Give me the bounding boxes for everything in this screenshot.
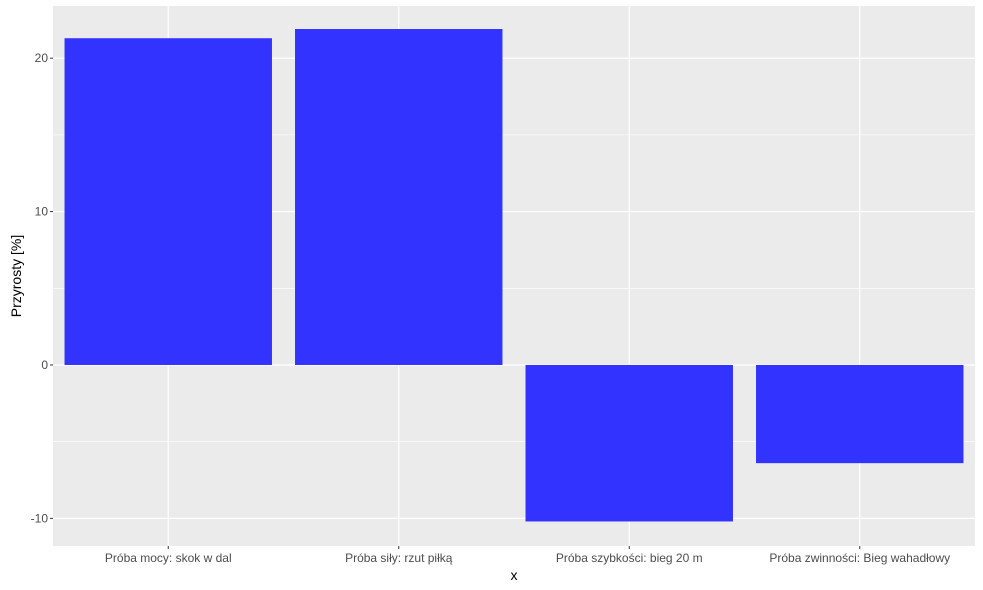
y-tick-label: 20: [35, 51, 49, 65]
bars-group: [64, 29, 964, 522]
bar: [756, 364, 964, 464]
bar: [525, 364, 733, 522]
x-tick-label: Próba mocy: skok w dal: [105, 551, 232, 565]
x-tick-label: Próba szybkości: bieg 20 m: [556, 551, 703, 565]
y-tick-label: -10: [31, 511, 49, 525]
x-axis-title: x: [511, 567, 518, 583]
bar: [64, 38, 272, 365]
y-axis-title: Przyrosty [%]: [8, 235, 24, 317]
x-tick-label: Próba siły: rzut piłką: [345, 551, 453, 565]
x-tick-label: Próba zwinności: Bieg wahadłowy: [769, 551, 950, 565]
bar: [295, 29, 503, 365]
y-tick-label: 10: [35, 205, 49, 219]
y-axis-ticks: -10 0 10 20: [31, 51, 53, 525]
x-axis-ticks: Próba mocy: skok w dal Próba siły: rzut p…: [105, 546, 950, 565]
y-tick-label: 0: [41, 358, 48, 372]
